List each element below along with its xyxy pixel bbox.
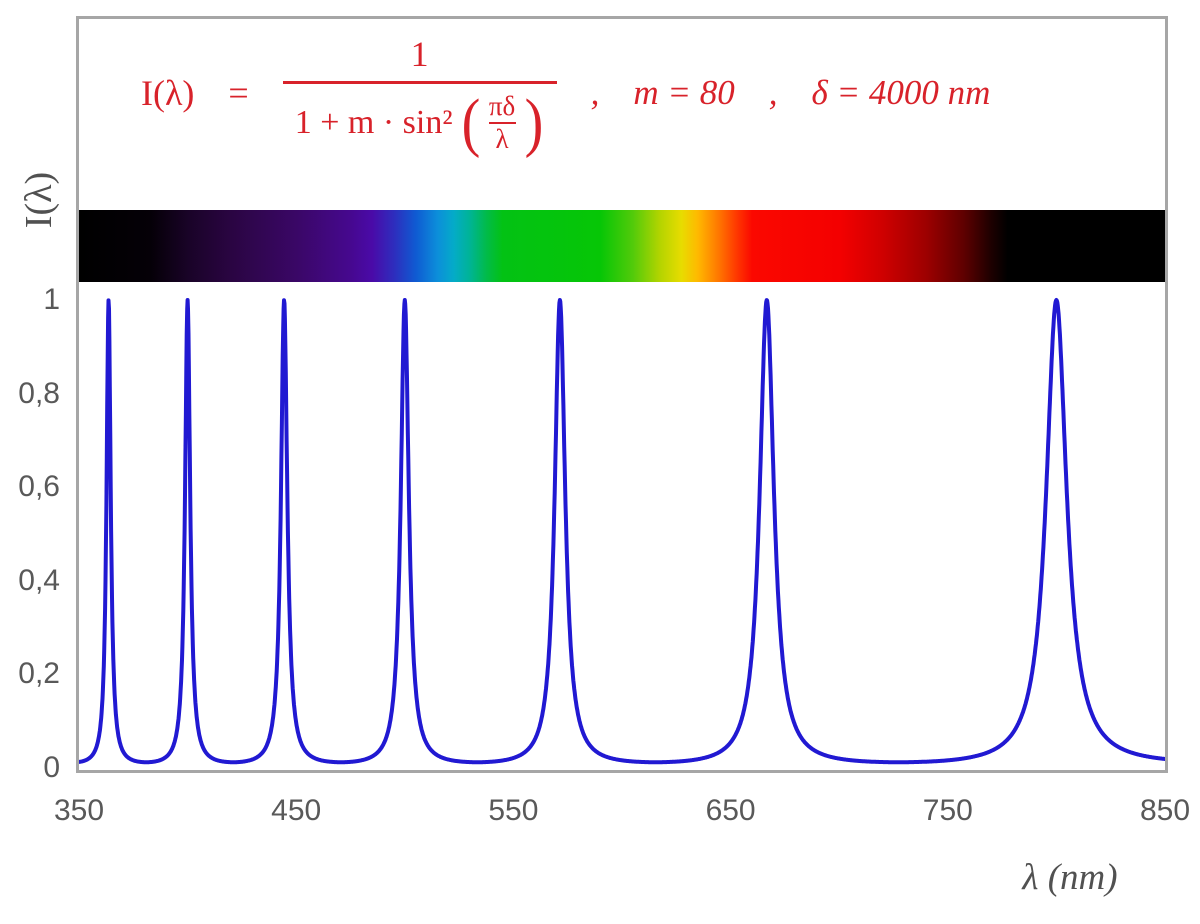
- denominator-prefix: 1 + m · sin²: [294, 103, 453, 141]
- y-tick-label: 0: [43, 751, 60, 784]
- x-axis-title: λ (nm): [1022, 857, 1118, 898]
- x-tick-label: 850: [1139, 794, 1191, 827]
- param-delta: δ = 4000 nm: [811, 73, 991, 113]
- intensity-curve: [79, 298, 1165, 765]
- fraction-numerator: 1: [410, 34, 429, 74]
- param-m: m = 80: [633, 73, 735, 113]
- comma-separator: ,: [590, 73, 600, 113]
- y-tick-label: 0,8: [18, 376, 60, 410]
- y-axis-title: I(λ): [18, 171, 60, 229]
- y-tick-label: 0,2: [18, 657, 60, 691]
- y-tick-label: 0,6: [18, 470, 60, 504]
- inner-fraction-denominator: λ: [488, 122, 516, 154]
- intensity-curve-line: [79, 298, 1165, 765]
- x-tick-label: 550: [488, 794, 539, 827]
- comma-separator: ,: [768, 73, 778, 113]
- spectrum-bar: [79, 210, 1165, 282]
- open-paren: (: [461, 86, 480, 160]
- fraction-denominator: 1 + m · sin² ( πδ λ ): [282, 81, 557, 160]
- y-tick-label: 0,4: [18, 563, 60, 597]
- close-paren: ): [524, 86, 543, 160]
- formula-lhs: I(λ): [141, 73, 195, 114]
- plot-frame: I(λ) = 1 1 + m · sin² ( πδ λ ) , m = 80 …: [76, 16, 1168, 773]
- fraction: 1 1 + m · sin² ( πδ λ ): [282, 33, 557, 160]
- inner-fraction: πδ λ: [488, 91, 516, 154]
- y-tick-label: 1: [43, 283, 60, 316]
- x-tick-label: 650: [705, 794, 756, 827]
- x-tick-label: 350: [53, 794, 105, 827]
- formula: I(λ) = 1 1 + m · sin² ( πδ λ ) , m = 80 …: [141, 33, 991, 160]
- inner-fraction-numerator: πδ: [488, 91, 516, 121]
- x-tick-label: 450: [271, 794, 322, 827]
- equals-sign: =: [228, 73, 249, 114]
- x-tick-label: 750: [922, 794, 973, 827]
